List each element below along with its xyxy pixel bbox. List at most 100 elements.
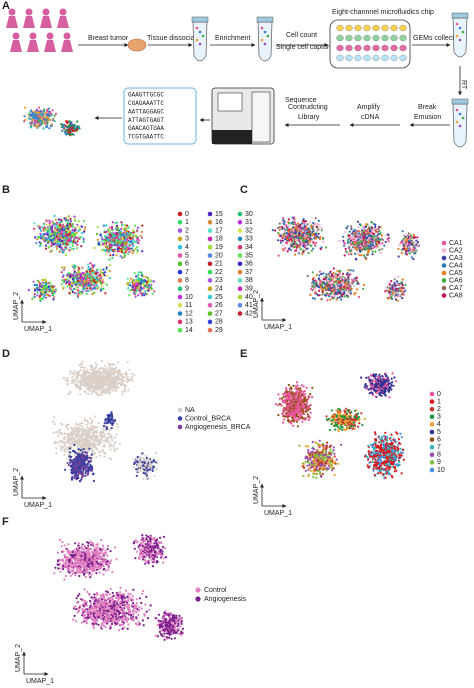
legend-label: 20	[215, 252, 223, 259]
bead	[198, 42, 202, 46]
cell-point	[66, 440, 69, 443]
cell-point	[83, 442, 86, 445]
cell-point	[389, 286, 392, 289]
cell-point	[80, 428, 83, 431]
cell-point	[319, 280, 322, 283]
cell-point	[73, 229, 76, 232]
cell-point	[302, 219, 305, 222]
cell-point	[319, 286, 323, 289]
cell-point	[300, 232, 303, 235]
cell-point	[102, 268, 105, 271]
bead	[260, 26, 264, 30]
cell-point	[52, 420, 55, 423]
cell-point	[357, 226, 360, 229]
cell-point	[104, 292, 107, 295]
cell-point	[112, 253, 115, 257]
legend-label: 17	[215, 227, 223, 234]
cell-point	[48, 235, 51, 238]
cell-point	[97, 243, 101, 246]
cell-point	[38, 285, 41, 288]
cell-point	[41, 120, 45, 123]
cell-point	[354, 257, 357, 260]
cell-point	[108, 277, 111, 280]
legend-label: 6	[185, 261, 189, 268]
cell-point	[135, 230, 138, 233]
cell-point	[68, 280, 71, 283]
chip-well	[336, 34, 344, 42]
legend-dot	[237, 211, 243, 217]
cell-point	[357, 295, 361, 299]
cell-point	[63, 450, 66, 453]
cell-point	[77, 220, 80, 223]
cell-point	[362, 254, 366, 257]
cell-point	[392, 293, 395, 296]
cell-point	[122, 245, 125, 248]
cell-point	[95, 446, 98, 449]
cell-point	[314, 233, 317, 236]
legend-dot	[177, 228, 183, 233]
cell-point	[409, 235, 412, 238]
cell-point	[46, 230, 49, 233]
cell-point	[39, 115, 42, 118]
cell-point	[68, 225, 71, 228]
cell-point	[71, 130, 74, 133]
cell-point	[140, 287, 143, 290]
cell-point	[110, 378, 113, 381]
cell-point	[42, 110, 45, 113]
cell-point	[278, 228, 281, 231]
cell-point	[137, 294, 140, 297]
cell-point	[101, 428, 104, 431]
cell-point	[72, 429, 75, 433]
cell-point	[310, 249, 313, 252]
cell-point	[34, 119, 38, 123]
cell-point	[412, 233, 415, 236]
cell-point	[320, 227, 324, 230]
cell-point	[124, 384, 127, 387]
cell-point	[85, 370, 89, 373]
cell-point	[283, 227, 286, 230]
cell-point	[314, 282, 317, 285]
cell-point	[38, 241, 41, 244]
cell-point	[60, 432, 63, 435]
cell-point	[402, 287, 405, 290]
chip-well	[354, 44, 362, 52]
cell-point	[54, 223, 58, 226]
cell-point	[118, 382, 122, 385]
cell-point	[127, 287, 130, 290]
cell-point	[71, 379, 74, 382]
cell-point	[105, 440, 108, 443]
cell-point	[305, 242, 308, 245]
cell-point	[301, 252, 304, 256]
cell-point	[292, 235, 295, 239]
cell-point	[147, 289, 150, 292]
cell-point	[36, 283, 39, 287]
chip-well	[345, 24, 353, 32]
cell-point	[115, 224, 119, 227]
cell-point	[128, 244, 131, 247]
cell-point	[54, 290, 57, 293]
cell-point	[35, 242, 38, 245]
cell-point	[84, 374, 87, 377]
cell-point	[60, 220, 63, 223]
cell-point	[44, 282, 47, 285]
cell-point	[69, 246, 72, 249]
sequence: GAAGTTGCGC	[128, 92, 164, 99]
cell-point	[336, 296, 339, 299]
cell-point	[45, 228, 48, 231]
cell-point	[120, 379, 123, 382]
cell-point	[404, 235, 407, 238]
cell-point	[62, 123, 66, 126]
cell-point	[35, 111, 38, 114]
cell-point	[348, 249, 352, 252]
cell-point	[328, 295, 331, 298]
cell-point	[93, 291, 96, 294]
cell-point	[308, 237, 312, 240]
umap-points	[23, 106, 81, 137]
cell-point	[317, 277, 320, 280]
cell-point	[108, 432, 111, 436]
cell-point	[290, 221, 293, 224]
cell-point	[117, 236, 121, 239]
legend-label: 36	[245, 261, 253, 268]
sequence-box	[123, 87, 197, 145]
cell-point	[414, 236, 417, 239]
